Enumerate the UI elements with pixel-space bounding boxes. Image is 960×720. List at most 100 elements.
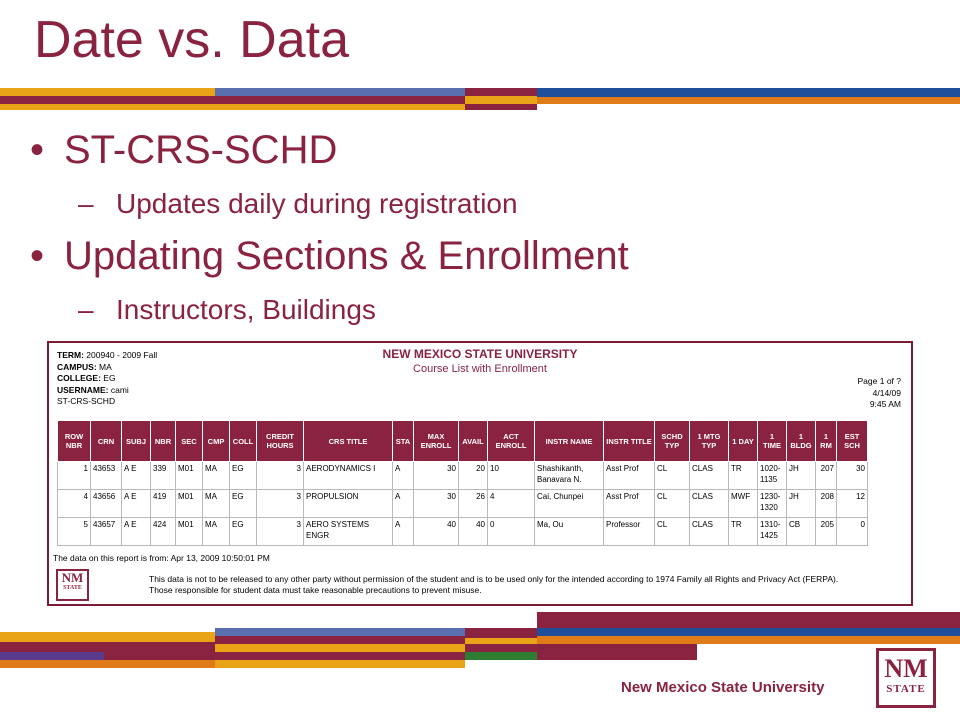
table-cell: Shashikanth, Banavara N.	[534, 461, 604, 490]
table-cell: MA	[202, 461, 230, 490]
enrollment-table: ROW NBR CRN SUBJ NBR SEC CMP COLL CREDIT…	[57, 420, 868, 546]
table-cell: A	[392, 517, 414, 546]
table-cell: 4	[57, 489, 91, 518]
report-header: NEW MEXICO STATE UNIVERSITY Course List …	[49, 347, 911, 375]
table-cell: M01	[175, 461, 203, 490]
bullet-glyph: •	[30, 128, 45, 172]
table-cell: A E	[121, 461, 151, 490]
table-cell: M01	[175, 517, 203, 546]
table-cell: 3	[256, 489, 304, 518]
table-cell: A	[392, 461, 414, 490]
bullet-text: Updating Sections & Enrollment	[64, 234, 629, 278]
table-cell: MA	[202, 489, 230, 518]
table-cell: MWF	[728, 489, 758, 518]
column-header: NBR	[150, 420, 176, 462]
username-label: USERNAME:	[57, 384, 109, 395]
logo-sub: STATE	[886, 683, 926, 695]
table-cell: JH	[786, 461, 816, 490]
sub-bullet-text: Updates daily during registration	[116, 188, 518, 219]
table-cell: 207	[815, 461, 837, 490]
bullet-item: • Updating Sections & Enrollment	[30, 234, 629, 279]
bullet-text: ST-CRS-SCHD	[64, 128, 338, 172]
table-cell: 1020-1135	[757, 461, 787, 490]
table-row: 1 43653 A E 339 M01 MA EG 3 AERODYNAMICS I A 30 20 1…	[57, 461, 868, 490]
college-label: COLLEGE:	[57, 373, 101, 383]
logo-text: NM	[884, 654, 928, 683]
dash-glyph: –	[78, 294, 94, 325]
table-cell: EG	[229, 489, 257, 518]
table-cell: 10	[487, 461, 535, 490]
column-header: INSTR NAME	[534, 420, 604, 462]
table-cell: CL	[654, 517, 690, 546]
table-cell: Ma, Ou	[534, 517, 604, 546]
column-header: CRN	[90, 420, 122, 462]
table-header-row: ROW NBR CRN SUBJ NBR SEC CMP COLL CREDIT…	[57, 420, 868, 462]
column-header: INSTR TITLE	[603, 420, 655, 462]
column-header: MAX ENROLL	[413, 420, 459, 462]
column-header: CREDIT HOURS	[256, 420, 304, 462]
table-cell: A E	[121, 517, 151, 546]
table-cell: 419	[150, 489, 176, 518]
table-cell: Cai, Chunpei	[534, 489, 604, 518]
sub-bullet-item: – Updates daily during registration	[78, 188, 518, 220]
campus-label: CAMPUS:	[57, 361, 97, 372]
table-cell: MA	[202, 517, 230, 546]
table-cell: 0	[836, 517, 868, 546]
table-cell: TR	[728, 517, 758, 546]
table-cell: 1	[57, 461, 91, 490]
column-header: AVAIL	[458, 420, 488, 462]
report-page-info: Page 1 of ? 4/14/09 9:45 AM	[858, 376, 901, 411]
table-cell: JH	[786, 489, 816, 518]
report-id: ST-CRS-SCHD	[57, 396, 116, 406]
table-cell: 1230-1320	[757, 489, 787, 518]
username-value: cami	[110, 384, 129, 395]
table-cell: CLAS	[689, 461, 729, 490]
table-cell: TR	[728, 461, 758, 490]
table-cell: AERO SYSTEMS ENGR	[303, 517, 393, 546]
nmsu-logo: NM STATE	[876, 648, 936, 708]
table-cell: 12	[836, 489, 868, 518]
table-cell: 3	[256, 517, 304, 546]
table-cell: 43657	[90, 517, 122, 546]
table-cell: EG	[229, 461, 257, 490]
column-header: 1 DAY	[728, 420, 758, 462]
column-header: SEC	[175, 420, 203, 462]
sub-bullet-text: Instructors, Buildings	[116, 294, 376, 325]
table-cell: Asst Prof	[603, 489, 655, 518]
table-cell: 424	[150, 517, 176, 546]
column-header: COLL	[229, 420, 257, 462]
column-header: ROW NBR	[57, 420, 91, 462]
slide-title: Date vs. Data	[34, 11, 350, 69]
page-number: Page 1 of ?	[857, 376, 901, 386]
table-cell: PROPULSION	[303, 489, 393, 518]
table-cell: CB	[786, 517, 816, 546]
column-header: SCHD TYP	[654, 420, 690, 462]
table-cell: M01	[175, 489, 203, 518]
table-cell: Professor	[603, 517, 655, 546]
column-header: CRS TITLE	[303, 420, 393, 462]
column-header: 1 MTG TYP	[689, 420, 729, 462]
logo-text: NM	[61, 570, 84, 585]
table-cell: EG	[229, 517, 257, 546]
nmsu-report-logo: NM STATE	[56, 569, 89, 601]
logo-sub: STATE	[63, 585, 82, 591]
column-header: EST SCH	[836, 420, 868, 462]
table-cell: CLAS	[689, 489, 729, 518]
table-cell: 43653	[90, 461, 122, 490]
table-cell: 30	[413, 461, 459, 490]
table-cell: AERODYNAMICS I	[303, 461, 393, 490]
column-header: 1 RM	[815, 420, 837, 462]
bullet-glyph: •	[30, 234, 45, 278]
table-cell: CL	[654, 461, 690, 490]
table-cell: CLAS	[689, 517, 729, 546]
report-meta: TERM: 200940 - 2009 Fall CAMPUS: MA COLL…	[57, 350, 157, 408]
report-title: NEW MEXICO STATE UNIVERSITY	[382, 347, 578, 361]
table-cell: 0	[487, 517, 535, 546]
data-timestamp-note: The data on this report is from: Apr 13,…	[53, 553, 270, 563]
column-header: CMP	[202, 420, 230, 462]
bullet-item: • ST-CRS-SCHD	[30, 128, 337, 173]
term-value: 200940 - 2009 Fall	[86, 350, 158, 360]
column-header: ACT ENROLL	[487, 420, 535, 462]
table-cell: 208	[815, 489, 837, 518]
footer-university-name: New Mexico State University	[621, 679, 825, 696]
